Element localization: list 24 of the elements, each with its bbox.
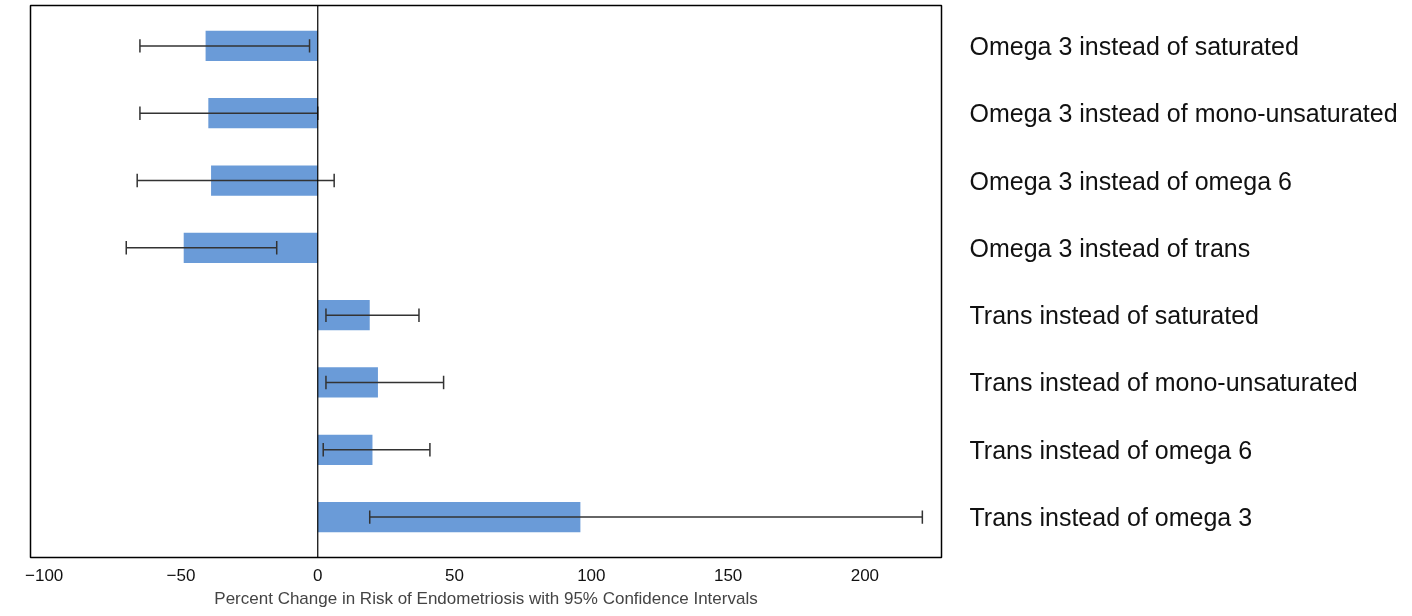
bar [317, 367, 378, 398]
x-axis-title: Percent Change in Risk of Endometriosis with 95% Confidence Intervals [214, 588, 758, 608]
y-tick-label: Omega 3 instead of saturated [969, 31, 1299, 60]
bar [317, 300, 370, 331]
bar [205, 30, 318, 62]
x-tick-label: 200 [850, 565, 880, 585]
x-tick-label: −50 [166, 565, 196, 585]
bar [317, 501, 581, 533]
x-tick-label: 150 [713, 565, 743, 585]
y-tick-label: Trans instead of mono-unsaturated [969, 368, 1358, 397]
y-tick-label: Trans instead of omega 3 [969, 503, 1253, 532]
y-tick-label: Omega 3 instead of omega 6 [969, 166, 1292, 195]
y-tick-label: Omega 3 instead of mono-unsaturated [969, 99, 1398, 128]
x-tick-label: −100 [25, 565, 64, 585]
y-tick-label: Trans instead of omega 6 [969, 435, 1253, 464]
x-tick-label: 100 [577, 565, 606, 585]
y-tick-label: Omega 3 instead of trans [969, 233, 1251, 262]
x-tick-label: 0 [313, 565, 323, 585]
bar [183, 232, 318, 263]
bar [317, 434, 373, 465]
y-tick-label: Trans instead of saturated [969, 301, 1260, 330]
bar [211, 165, 318, 196]
x-tick-label: 50 [445, 565, 465, 585]
bar [208, 98, 318, 129]
